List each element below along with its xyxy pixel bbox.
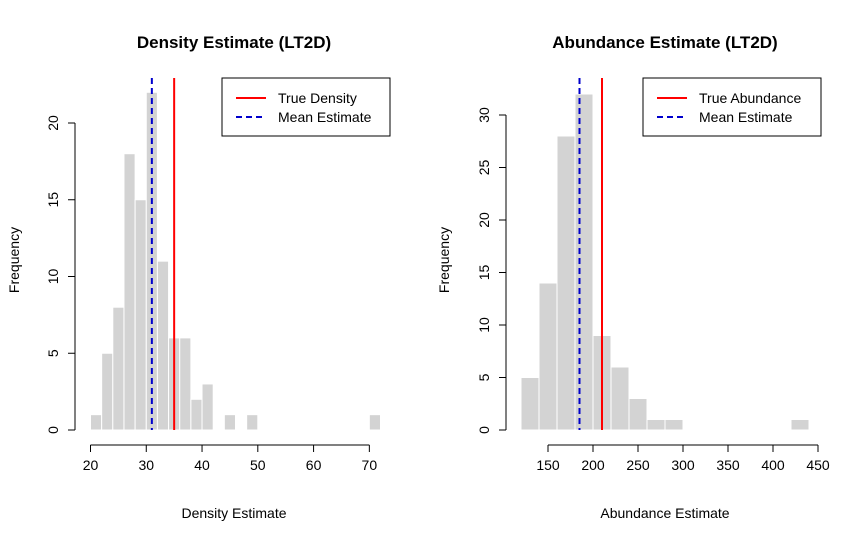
x-axis: 20 30 40 50 60 70	[83, 444, 378, 473]
y-tick-label: 5	[476, 373, 492, 381]
x-tick-label: 40	[194, 457, 210, 473]
x-tick-label: 20	[83, 457, 99, 473]
histogram-bar	[574, 93, 594, 431]
x-tick-label: 50	[250, 457, 266, 473]
histogram-bar	[610, 366, 630, 431]
histogram-bars	[90, 91, 382, 431]
histogram-bar	[112, 306, 125, 431]
legend-box	[221, 77, 391, 137]
y-tick-label: 0	[45, 426, 61, 434]
y-tick-label: 25	[476, 160, 492, 176]
histogram-bar	[664, 419, 684, 431]
x-axis-label: Abundance Estimate	[600, 505, 729, 521]
histogram-bar	[134, 199, 147, 431]
y-axis-label: Frequency	[6, 227, 22, 293]
histogram-bar	[246, 414, 259, 431]
histogram-bar	[556, 135, 576, 431]
x-tick-label: 350	[716, 457, 740, 473]
y-tick-label: 10	[45, 269, 61, 285]
reference-lines	[150, 78, 176, 430]
x-tick-label: 70	[362, 457, 378, 473]
x-tick-label: 200	[581, 457, 605, 473]
legend-box	[642, 77, 822, 137]
y-tick-label: 30	[476, 107, 492, 123]
x-axis-label: Density Estimate	[181, 505, 286, 521]
histogram-bar	[368, 414, 382, 431]
y-tick-label: 0	[476, 426, 492, 434]
histogram-bar	[179, 337, 192, 431]
legend-entry: True Abundance	[699, 90, 801, 106]
histogram-bar	[156, 260, 170, 431]
y-axis: 0 5 10 15 20 25 30	[476, 107, 507, 434]
y-tick-label: 5	[45, 349, 61, 357]
histogram-bar	[101, 352, 114, 431]
histogram-bar	[90, 414, 103, 431]
histogram-bar	[628, 398, 648, 431]
x-tick-label: 250	[626, 457, 650, 473]
reference-lines	[578, 78, 603, 430]
chart-title: Density Estimate (LT2D)	[137, 33, 331, 52]
y-axis-label: Frequency	[436, 227, 452, 293]
legend-entry: Mean Estimate	[699, 109, 793, 125]
y-tick-label: 10	[476, 317, 492, 333]
x-tick-label: 30	[138, 457, 154, 473]
x-tick-label: 450	[806, 457, 830, 473]
histogram-bar	[223, 414, 237, 431]
legend: True Abundance Mean Estimate	[642, 77, 822, 137]
y-tick-label: 20	[476, 212, 492, 228]
legend-entry: Mean Estimate	[278, 109, 372, 125]
density-histogram-panel: Density Estimate (LT2D) Density Estimate…	[6, 33, 391, 521]
x-axis: 150 200 250 300 350 400 450	[536, 444, 830, 473]
histogram-bar	[123, 153, 136, 431]
y-axis: 0 5 10 15 20	[45, 115, 76, 434]
histogram-bar	[790, 419, 810, 431]
histogram-bar	[646, 419, 666, 431]
y-tick-label: 15	[476, 265, 492, 281]
chart-title: Abundance Estimate (LT2D)	[552, 33, 777, 52]
x-tick-label: 300	[671, 457, 695, 473]
legend: True Density Mean Estimate	[221, 77, 391, 137]
histogram-bar	[190, 398, 203, 431]
histogram-bar	[538, 282, 558, 431]
histogram-bar	[201, 383, 214, 431]
x-tick-label: 60	[306, 457, 322, 473]
y-tick-label: 20	[45, 115, 61, 131]
x-tick-label: 150	[536, 457, 560, 473]
abundance-histogram-panel: Abundance Estimate (LT2D) Abundance Esti…	[436, 33, 830, 521]
y-tick-label: 15	[45, 192, 61, 208]
histogram-bars	[520, 93, 810, 431]
x-tick-label: 400	[761, 457, 785, 473]
histogram-bar	[520, 377, 540, 431]
legend-entry: True Density	[278, 90, 357, 106]
